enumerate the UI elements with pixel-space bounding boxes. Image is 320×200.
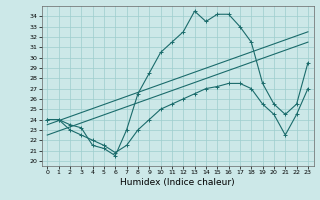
X-axis label: Humidex (Indice chaleur): Humidex (Indice chaleur) (120, 178, 235, 187)
